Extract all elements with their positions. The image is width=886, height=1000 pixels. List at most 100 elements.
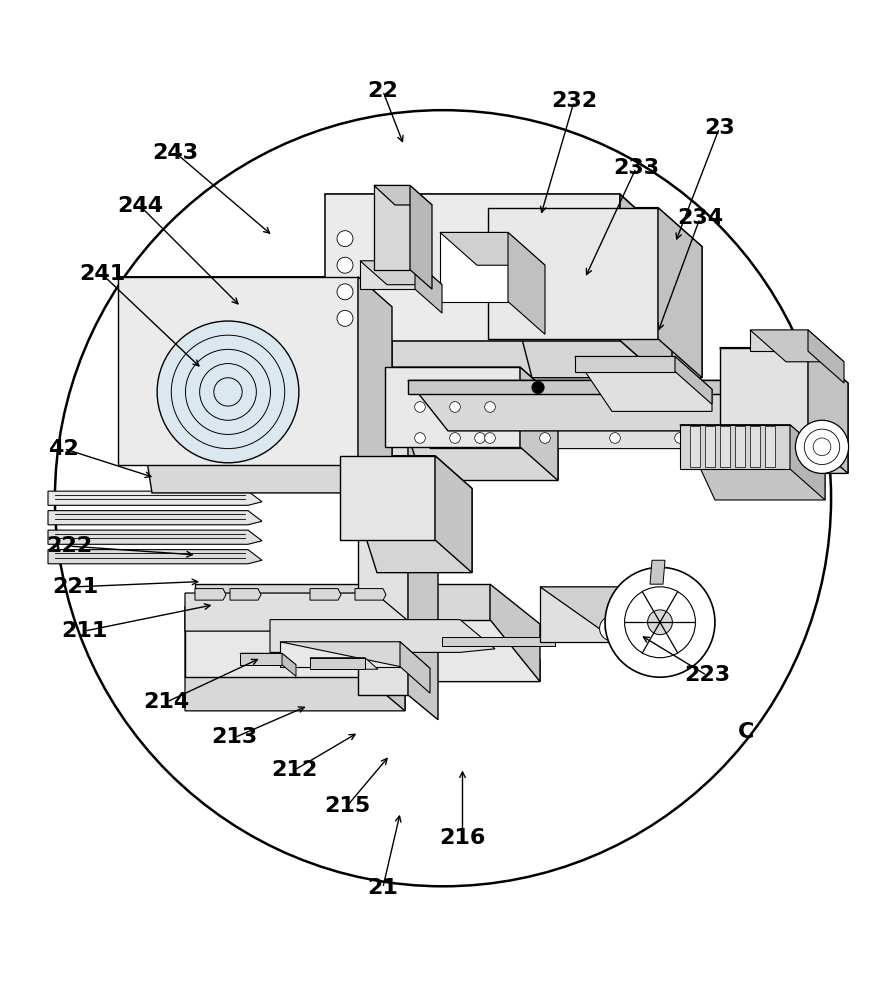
Polygon shape (508, 232, 545, 334)
Text: 42: 42 (49, 439, 79, 459)
Polygon shape (440, 232, 508, 302)
Polygon shape (790, 380, 830, 429)
Polygon shape (48, 511, 262, 525)
Polygon shape (540, 587, 656, 642)
Text: 216: 216 (439, 828, 486, 848)
Circle shape (540, 433, 550, 443)
Polygon shape (765, 426, 775, 467)
Circle shape (600, 616, 625, 641)
Text: 232: 232 (551, 91, 597, 111)
Polygon shape (488, 208, 658, 339)
Polygon shape (808, 348, 848, 473)
Polygon shape (118, 277, 358, 465)
Polygon shape (358, 265, 438, 289)
Polygon shape (48, 491, 262, 505)
Polygon shape (408, 380, 830, 431)
Circle shape (610, 433, 620, 443)
Polygon shape (280, 642, 430, 668)
Polygon shape (540, 587, 618, 642)
Circle shape (337, 257, 353, 273)
Polygon shape (310, 658, 365, 669)
Polygon shape (520, 367, 558, 481)
Polygon shape (118, 277, 392, 493)
Circle shape (415, 402, 425, 412)
Polygon shape (270, 620, 495, 652)
Polygon shape (282, 653, 296, 676)
Polygon shape (440, 232, 545, 265)
Polygon shape (374, 185, 410, 270)
Circle shape (740, 433, 750, 443)
Polygon shape (808, 330, 844, 383)
Text: 221: 221 (52, 577, 98, 597)
Polygon shape (310, 589, 341, 600)
Text: C: C (738, 722, 754, 742)
Polygon shape (360, 261, 442, 285)
Polygon shape (325, 194, 672, 387)
Polygon shape (690, 426, 700, 467)
Polygon shape (442, 637, 555, 646)
Polygon shape (490, 584, 540, 682)
Polygon shape (680, 425, 825, 500)
Polygon shape (355, 589, 386, 600)
Polygon shape (435, 456, 472, 573)
Circle shape (648, 610, 672, 635)
Circle shape (485, 402, 495, 412)
Polygon shape (280, 642, 400, 667)
Polygon shape (340, 456, 435, 540)
Polygon shape (675, 356, 712, 404)
Text: 243: 243 (152, 143, 198, 163)
Polygon shape (735, 426, 745, 467)
Circle shape (415, 433, 425, 443)
Polygon shape (385, 367, 520, 447)
Text: 21: 21 (368, 878, 398, 898)
Polygon shape (750, 330, 844, 362)
Circle shape (796, 420, 849, 473)
Polygon shape (340, 456, 472, 573)
Text: 211: 211 (61, 621, 107, 641)
Circle shape (157, 321, 299, 463)
Polygon shape (658, 208, 702, 378)
Text: 234: 234 (677, 208, 723, 228)
Text: 223: 223 (684, 665, 730, 685)
Circle shape (337, 284, 353, 300)
Text: 23: 23 (704, 118, 734, 138)
Polygon shape (650, 560, 665, 584)
Text: 212: 212 (271, 760, 317, 780)
Polygon shape (195, 620, 540, 682)
Polygon shape (185, 606, 405, 711)
Circle shape (532, 381, 544, 394)
Text: 241: 241 (79, 264, 125, 284)
Circle shape (475, 433, 486, 443)
Circle shape (485, 433, 495, 443)
Text: 222: 222 (46, 536, 92, 556)
Polygon shape (325, 194, 620, 341)
Text: 215: 215 (324, 796, 370, 816)
Circle shape (55, 110, 831, 886)
Polygon shape (488, 208, 702, 378)
Polygon shape (720, 348, 808, 438)
Polygon shape (618, 587, 656, 675)
Circle shape (605, 567, 715, 677)
Polygon shape (365, 606, 405, 711)
Polygon shape (374, 185, 432, 205)
Polygon shape (400, 642, 430, 693)
Polygon shape (415, 261, 442, 313)
Polygon shape (48, 550, 262, 564)
Polygon shape (360, 261, 415, 289)
Polygon shape (620, 194, 672, 387)
Polygon shape (408, 380, 790, 394)
Polygon shape (705, 426, 715, 467)
Polygon shape (185, 593, 415, 631)
Circle shape (450, 402, 461, 412)
Polygon shape (358, 277, 392, 493)
Polygon shape (195, 589, 226, 600)
Text: 213: 213 (212, 727, 258, 747)
Polygon shape (358, 265, 408, 695)
Polygon shape (408, 265, 438, 720)
Circle shape (450, 433, 461, 443)
Circle shape (674, 433, 685, 443)
Polygon shape (750, 426, 760, 467)
Polygon shape (575, 356, 712, 411)
Polygon shape (750, 330, 808, 351)
Polygon shape (430, 411, 838, 449)
